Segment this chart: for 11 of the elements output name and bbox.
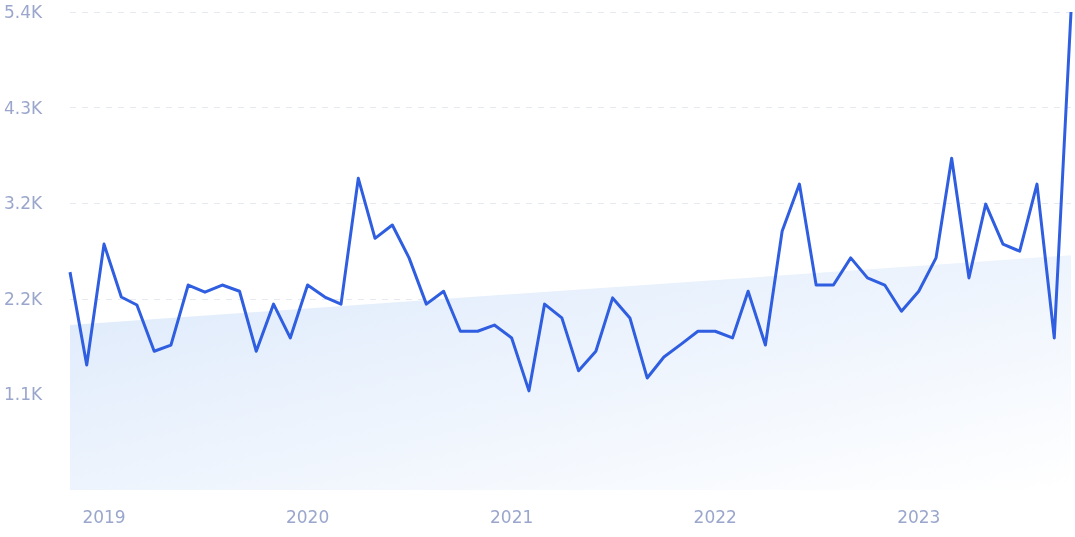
x-tick-label: 2021 xyxy=(490,506,534,527)
x-tick-label: 2022 xyxy=(693,506,737,527)
y-tick-label: 1.1K xyxy=(4,384,44,405)
y-tick-label: 4.3K xyxy=(4,97,44,118)
y-tick-label: 2.2K xyxy=(4,288,44,309)
line-series xyxy=(68,10,1073,393)
y-tick-label: 5.4K xyxy=(4,2,44,22)
x-tick-label: 2019 xyxy=(82,506,126,527)
x-tick-label: 2023 xyxy=(897,506,941,527)
y-tick-label: 3.2K xyxy=(4,193,44,214)
x-tick-label: 2020 xyxy=(285,506,330,527)
